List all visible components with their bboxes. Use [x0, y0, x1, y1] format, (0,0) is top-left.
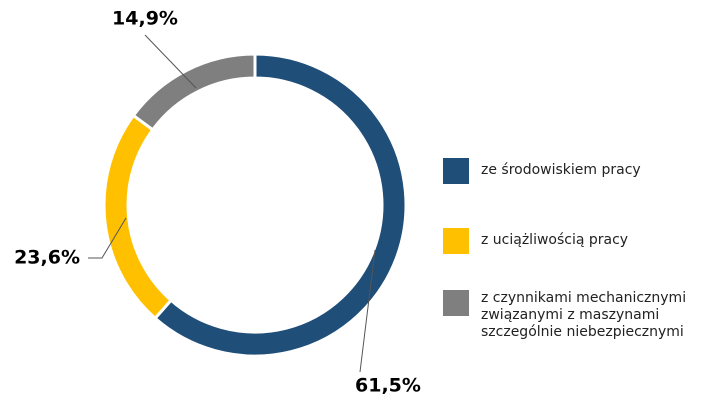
legend-swatch [443, 290, 469, 316]
legend-swatch [443, 158, 469, 184]
legend-label: ze środowiskiem pracy [481, 162, 641, 178]
leader-line [88, 217, 127, 259]
legend-label: z czynnikami mechanicznymi związanymi z … [481, 290, 687, 340]
donut-slice [153, 52, 408, 358]
data-label: 23,6% [14, 247, 80, 269]
data-label: 61,5% [355, 375, 421, 397]
legend-item: ze środowiskiem pracy [443, 158, 701, 184]
leader-line [144, 34, 197, 89]
leader-line [359, 249, 376, 373]
legend-label: z uciążliwością pracy [481, 232, 629, 248]
legend-swatch [443, 228, 469, 254]
legend-item: z uciążliwością pracy [443, 228, 701, 254]
data-label: 14,9% [112, 8, 178, 30]
legend-item: z czynnikami mechanicznymi związanymi z … [443, 290, 701, 341]
donut-slice [102, 113, 174, 321]
donut-slice [131, 52, 257, 132]
